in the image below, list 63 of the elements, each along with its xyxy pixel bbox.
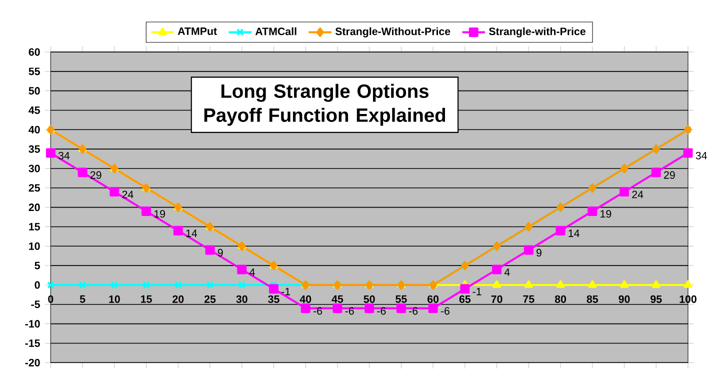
legend-label: Strangle-with-Price	[488, 27, 586, 38]
x-tick-label: 25	[204, 295, 216, 303]
x-tick-label: 70	[491, 295, 502, 303]
x-tick-label: 40	[300, 295, 312, 303]
data-label: 4	[504, 268, 510, 276]
x-tick-label: 5	[80, 295, 86, 303]
data-label: 34	[696, 152, 707, 160]
y-tick-label: 50	[28, 87, 40, 95]
y-tick-label: 5	[34, 262, 40, 270]
data-label: 14	[568, 230, 580, 237]
data-label: -6	[345, 307, 354, 315]
y-tick-label: 60	[28, 48, 40, 56]
y-tick-label: -15	[25, 340, 40, 347]
y-tick-label: 55	[28, 68, 40, 76]
legend-label: Strangle-Without-Price	[335, 27, 450, 38]
x-tick-label: 100	[680, 295, 696, 303]
y-tick-label: 0	[34, 281, 40, 289]
x-tick-label: 80	[554, 295, 566, 303]
data-label: 9	[218, 248, 223, 256]
x-tick-label: 60	[428, 295, 439, 303]
legend-label: ATMCall	[255, 27, 296, 36]
data-label: 9	[536, 248, 542, 256]
y-tick-label: -5	[31, 300, 40, 308]
data-label: 14	[186, 230, 198, 237]
x-tick-label: 95	[650, 295, 662, 303]
x-tick-label: 20	[172, 295, 184, 303]
x-tick-label: 55	[396, 295, 407, 303]
y-tick-label: 45	[28, 106, 40, 114]
y-tick-label: 40	[28, 126, 40, 134]
x-tick-label: 30	[236, 295, 248, 303]
data-label: -6	[440, 307, 450, 315]
y-tick-label: 25	[28, 184, 40, 192]
y-tick-label: -20	[25, 358, 40, 366]
x-tick-label: 35	[268, 295, 280, 303]
x-tick-label: 65	[459, 295, 471, 303]
x-tick-label: 45	[332, 295, 344, 303]
data-label: 29	[90, 171, 102, 179]
y-tick-label: 20	[28, 204, 40, 212]
x-tick-label: 90	[618, 295, 630, 303]
x-tick-label: 85	[586, 295, 598, 303]
legend-label: ATMPut	[178, 28, 217, 35]
y-tick-label: 35	[28, 145, 40, 153]
data-label: 29	[664, 171, 675, 179]
y-tick-label: 10	[29, 242, 40, 250]
data-label: 19	[600, 210, 612, 218]
x-tick-label: 15	[141, 295, 152, 303]
data-label: -6	[409, 307, 418, 315]
data-label: -1	[472, 288, 482, 296]
data-label: 4	[250, 268, 255, 276]
data-label: 24	[122, 190, 134, 198]
data-label: 24	[632, 190, 644, 198]
data-label: 19	[154, 210, 165, 218]
x-tick-label: 10	[109, 295, 120, 303]
x-tick-label: 75	[523, 295, 534, 303]
text: Long Strangle Options Payoff Function Explained	[204, 84, 446, 126]
data-label: -1	[282, 288, 290, 296]
y-tick-label: -10	[25, 320, 40, 328]
data-label: 34	[58, 152, 70, 160]
y-tick-label: 15	[29, 223, 40, 230]
y-tick-label: 30	[28, 164, 40, 172]
x-tick-label: 50	[364, 295, 375, 303]
data-label: -6	[377, 307, 386, 315]
data-label: -6	[313, 307, 322, 315]
